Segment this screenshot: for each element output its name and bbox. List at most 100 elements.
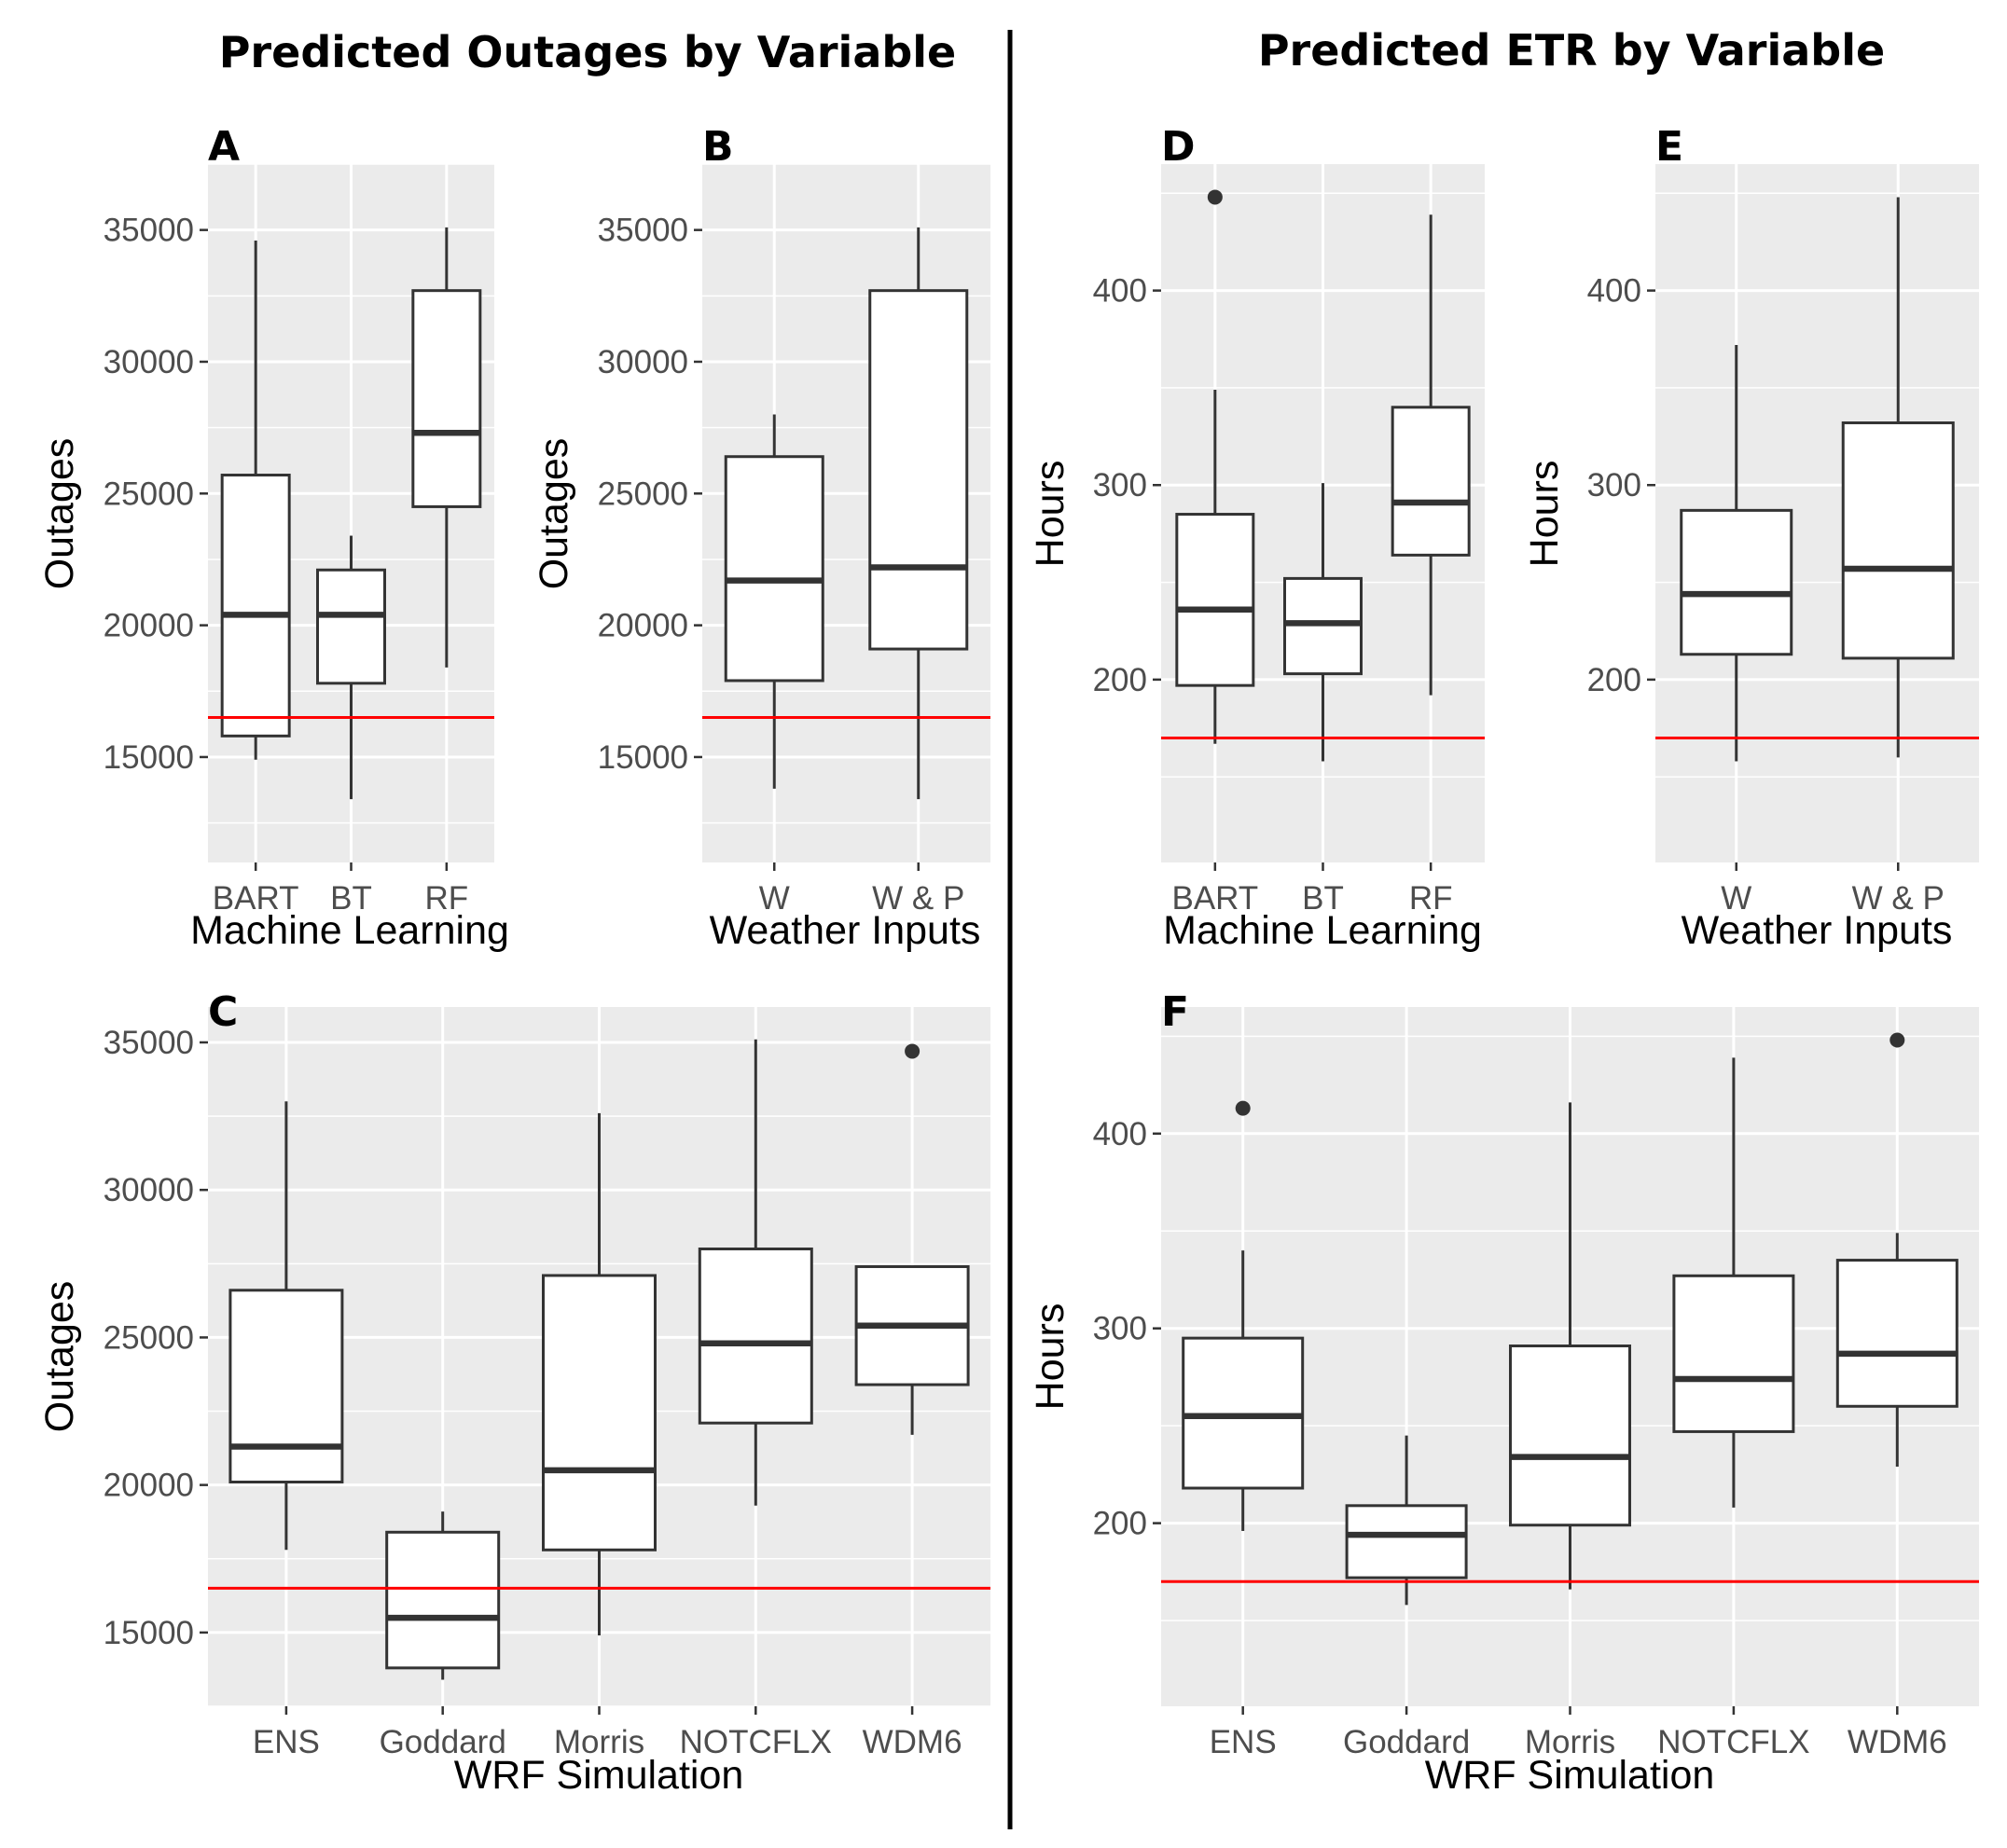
box-rf	[1391, 214, 1471, 696]
y-axis-title: Outages	[37, 1281, 82, 1433]
box-iqr	[1672, 1274, 1795, 1433]
box-notcflx	[1672, 1057, 1795, 1508]
box-iqr	[411, 289, 482, 508]
x-tick-label: Morris	[554, 1724, 644, 1760]
box-notcflx	[698, 1039, 813, 1506]
x-axis-title: Weather Inputs	[1682, 908, 1953, 953]
x-axis-title: Weather Inputs	[710, 908, 981, 953]
x-axis-title: WRF Simulation	[454, 1753, 744, 1798]
y-tick-label: 15000	[104, 739, 194, 776]
y-tick-label: 35000	[104, 1025, 194, 1061]
y-tick-label: 35000	[598, 213, 688, 249]
box-morris	[1509, 1102, 1631, 1590]
box-iqr	[1680, 508, 1793, 656]
outlier-point	[1207, 189, 1223, 205]
x-tick-label: RF	[1409, 880, 1453, 917]
box-rf	[411, 227, 482, 668]
box-bart	[1175, 189, 1255, 744]
y-axis-title: Hours	[1028, 1303, 1073, 1411]
box-iqr	[1509, 1345, 1631, 1527]
box-bt	[1283, 483, 1363, 762]
y-tick-label: 300	[1093, 1311, 1147, 1347]
panel-f: 200 300 400 ENS Goddard Morris NOTCFLX WDM6 WRF …	[1028, 988, 1979, 1798]
y-tick-label: 400	[1587, 273, 1641, 310]
y-tick-label: 25000	[104, 1319, 194, 1356]
x-tick-label: Morris	[1525, 1724, 1615, 1760]
y-axis-title: Outages	[532, 438, 576, 590]
y-axis-title: Hours	[1028, 461, 1073, 568]
x-tick-label: W & P	[1852, 880, 1945, 917]
y-tick-label: 200	[1093, 1506, 1147, 1542]
box-w	[724, 414, 824, 789]
box-morris	[542, 1112, 657, 1636]
y-tick-label: 20000	[104, 608, 194, 644]
panel-letter: D	[1161, 123, 1196, 171]
outlier-point	[1235, 1100, 1251, 1116]
box-goddard	[1345, 1435, 1468, 1606]
y-axis-title: Hours	[1522, 461, 1567, 568]
box-iqr	[542, 1274, 657, 1551]
y-tick-label: 300	[1093, 467, 1147, 503]
box-iqr	[1345, 1504, 1468, 1579]
y-tick-label: 30000	[598, 344, 688, 380]
y-tick-label: 200	[1093, 662, 1147, 698]
panel-letter: B	[702, 123, 734, 171]
outlier-point	[1889, 1032, 1905, 1048]
box-iqr	[724, 455, 824, 683]
box-ens	[228, 1101, 344, 1551]
y-axis-title: Outages	[37, 438, 82, 590]
y-tick-label: 25000	[104, 476, 194, 512]
x-axis-title: Machine Learning	[190, 908, 509, 953]
box-iqr	[228, 1289, 344, 1483]
panel-c: 15000 20000 25000 30000 35000 ENS Goddard Morri…	[37, 988, 990, 1798]
box-iqr	[698, 1247, 813, 1425]
y-tick-label: 300	[1587, 467, 1641, 503]
y-tick-label: 400	[1093, 1116, 1147, 1152]
box-w-p	[1841, 197, 1955, 758]
x-tick-label: BT	[1302, 880, 1344, 917]
x-tick-label: Goddard	[1343, 1724, 1470, 1760]
right-section-title: Predicted ETR by Variable	[1258, 25, 1885, 76]
y-tick-label: 15000	[598, 739, 688, 776]
panel-a: 15000 20000 25000 30000 35000 BART BT RFMachine…	[37, 123, 509, 953]
box-w	[1680, 345, 1793, 762]
box-iqr	[1391, 406, 1471, 557]
panel-letter: C	[208, 988, 238, 1036]
box-iqr	[220, 474, 291, 738]
y-tick-label: 20000	[598, 608, 688, 644]
x-axis-title: Machine Learning	[1163, 908, 1482, 953]
outlier-point	[905, 1043, 920, 1059]
box-iqr	[1835, 1259, 1959, 1408]
x-tick-label: WDM6	[1848, 1724, 1947, 1760]
panel-letter: E	[1655, 123, 1683, 171]
x-tick-label: W	[759, 880, 790, 917]
box-wdm6	[854, 1043, 970, 1435]
panel-letter: A	[208, 123, 240, 171]
left-section-title: Predicted Outages by Variable	[219, 27, 957, 77]
box-ens	[1182, 1100, 1305, 1531]
x-tick-label: BART	[1171, 880, 1258, 917]
y-tick-label: 15000	[104, 1615, 194, 1651]
y-tick-label: 25000	[598, 476, 688, 512]
y-tick-label: 200	[1587, 662, 1641, 698]
y-tick-label: 400	[1093, 273, 1147, 310]
box-iqr	[1841, 421, 1955, 660]
panel-letter: F	[1161, 988, 1189, 1036]
x-tick-label: Goddard	[380, 1724, 506, 1760]
box-iqr	[868, 289, 969, 651]
x-tick-label: RF	[425, 880, 469, 917]
x-tick-label: W & P	[872, 880, 964, 917]
y-tick-label: 20000	[104, 1468, 194, 1504]
x-tick-label: ENS	[1210, 1724, 1277, 1760]
y-tick-label: 30000	[104, 344, 194, 380]
x-axis-title: WRF Simulation	[1425, 1753, 1715, 1798]
box-wdm6	[1835, 1032, 1959, 1468]
box-goddard	[385, 1511, 501, 1680]
box-iqr	[316, 568, 386, 685]
x-tick-label: NOTCFLX	[680, 1724, 832, 1760]
box-iqr	[1175, 513, 1255, 687]
x-tick-label: ENS	[253, 1724, 320, 1760]
